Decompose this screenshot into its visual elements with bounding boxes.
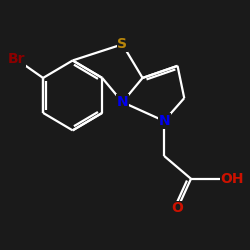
Text: OH: OH [220,172,244,186]
Text: N: N [158,114,170,128]
Text: N: N [116,95,128,109]
Text: Br: Br [8,52,25,66]
Text: S: S [118,37,128,51]
Text: O: O [172,201,183,215]
